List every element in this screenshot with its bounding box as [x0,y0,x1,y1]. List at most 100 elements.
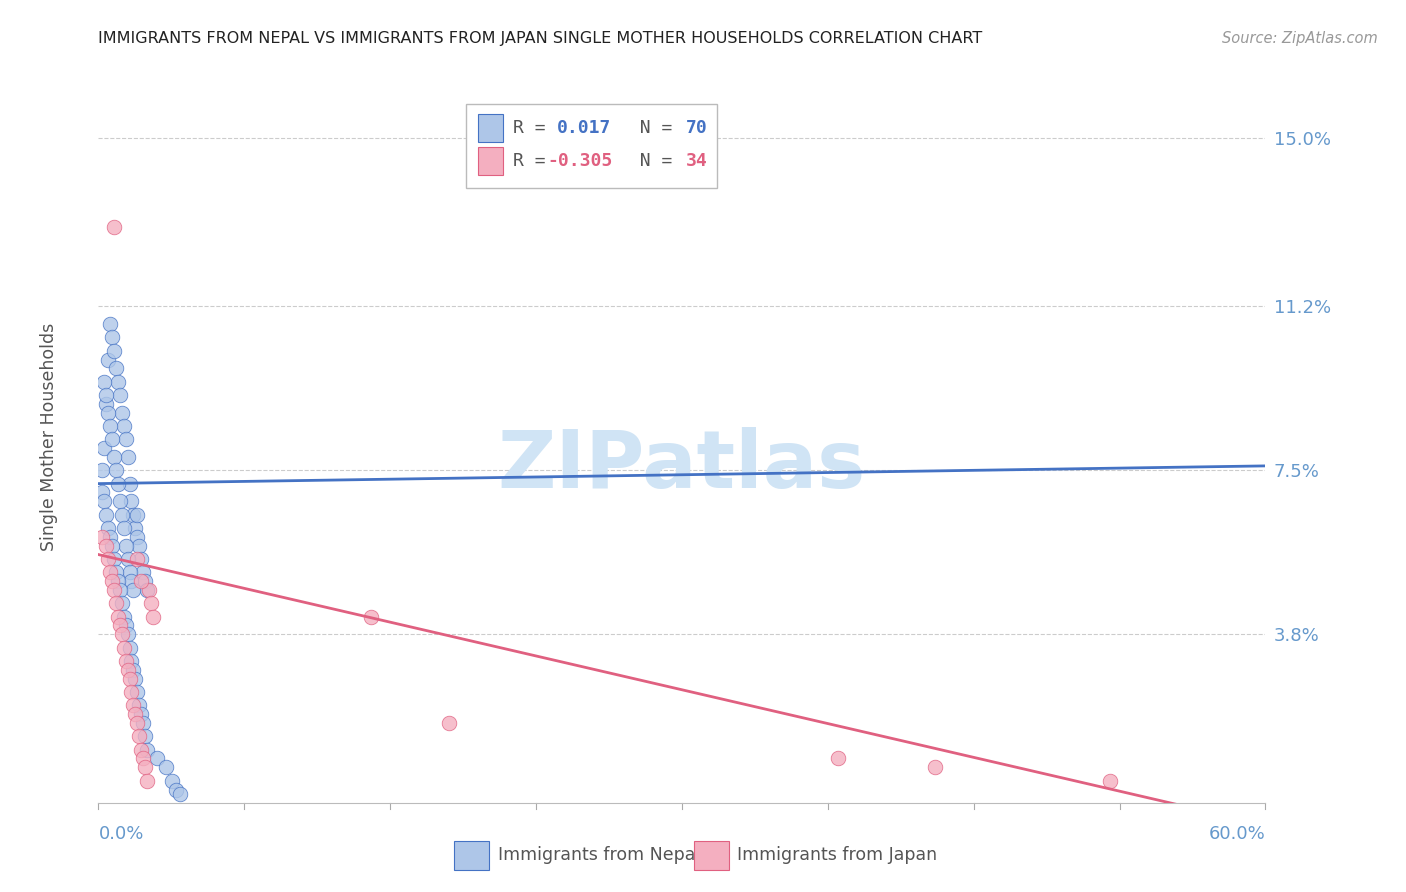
Point [169,787,191,801]
Point [104,361,127,376]
Point [134,760,156,774]
Text: 70: 70 [685,119,707,136]
Point [127,716,149,731]
Point [128,698,150,713]
Point [437,716,460,731]
Text: R =: R = [513,153,557,170]
Point [136,582,159,597]
Point [165,782,187,797]
Text: 0.017: 0.017 [557,119,612,136]
Point [124,707,146,722]
Point [107,476,129,491]
Point [122,508,145,522]
Point [104,596,127,610]
Text: Single Mother Households: Single Mother Households [41,323,59,551]
Point [924,760,946,774]
Point [107,375,129,389]
Point [118,476,141,491]
Point [97,521,120,535]
Point [103,450,125,464]
Text: Source: ZipAtlas.com: Source: ZipAtlas.com [1222,31,1378,46]
Point [91,463,114,477]
FancyBboxPatch shape [465,104,717,188]
Point [827,751,849,765]
Point [114,618,136,632]
Point [121,494,143,508]
Point [117,663,139,677]
Point [103,343,125,358]
Point [155,760,177,774]
Text: 0.0%: 0.0% [98,825,143,843]
Point [97,352,120,367]
Point [114,654,136,668]
Point [96,539,118,553]
Point [118,640,141,655]
Point [124,672,146,686]
Point [121,574,143,589]
Point [112,640,135,655]
Text: 60.0%: 60.0% [1209,825,1265,843]
Point [111,406,134,420]
Point [112,419,135,434]
Text: N =: N = [617,119,683,136]
Point [136,773,159,788]
Point [127,530,149,544]
Point [108,494,131,508]
Point [117,450,139,464]
Point [114,539,136,553]
Point [1098,773,1121,788]
Point [129,574,152,589]
Point [112,521,135,535]
Point [96,397,118,411]
Point [101,574,124,589]
Text: N =: N = [617,153,683,170]
Point [108,582,131,597]
Point [93,494,115,508]
Point [127,552,149,566]
Point [134,574,156,589]
Point [132,566,155,580]
Point [103,552,125,566]
Point [107,574,129,589]
Point [93,441,115,455]
Point [91,485,114,500]
Point [111,596,134,610]
Point [129,552,152,566]
Point [118,672,141,686]
Point [122,582,145,597]
Point [138,582,160,597]
Point [162,773,184,788]
Text: Immigrants from Japan: Immigrants from Japan [737,847,936,864]
Point [117,627,139,641]
Point [122,698,145,713]
FancyBboxPatch shape [454,841,489,870]
Point [127,685,149,699]
Point [117,552,139,566]
Text: R =: R = [513,119,557,136]
FancyBboxPatch shape [478,114,503,142]
Point [121,685,143,699]
Point [97,552,120,566]
Point [103,219,125,234]
Text: Immigrants from Nepal: Immigrants from Nepal [498,847,700,864]
Point [122,663,145,677]
Point [104,463,127,477]
Text: -0.305: -0.305 [548,153,613,170]
Point [132,751,155,765]
Point [121,654,143,668]
Point [128,539,150,553]
Point [111,508,134,522]
Point [104,566,127,580]
Point [101,330,124,344]
Point [98,566,121,580]
FancyBboxPatch shape [693,841,728,870]
Point [118,566,141,580]
Point [139,596,162,610]
Point [93,375,115,389]
Text: 34: 34 [685,153,707,170]
Point [96,508,118,522]
Point [132,716,155,731]
Point [98,530,121,544]
Point [111,627,134,641]
Point [97,406,120,420]
